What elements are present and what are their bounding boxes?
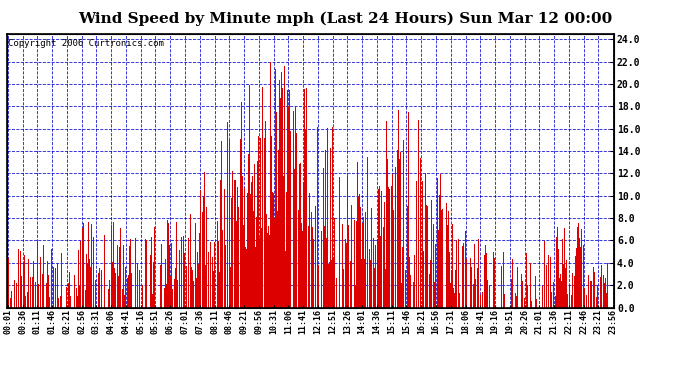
Text: Copyright 2006 Curtronics.com: Copyright 2006 Curtronics.com <box>8 39 164 48</box>
Text: Wind Speed by Minute mph (Last 24 Hours) Sun Mar 12 00:00: Wind Speed by Minute mph (Last 24 Hours)… <box>78 11 612 26</box>
